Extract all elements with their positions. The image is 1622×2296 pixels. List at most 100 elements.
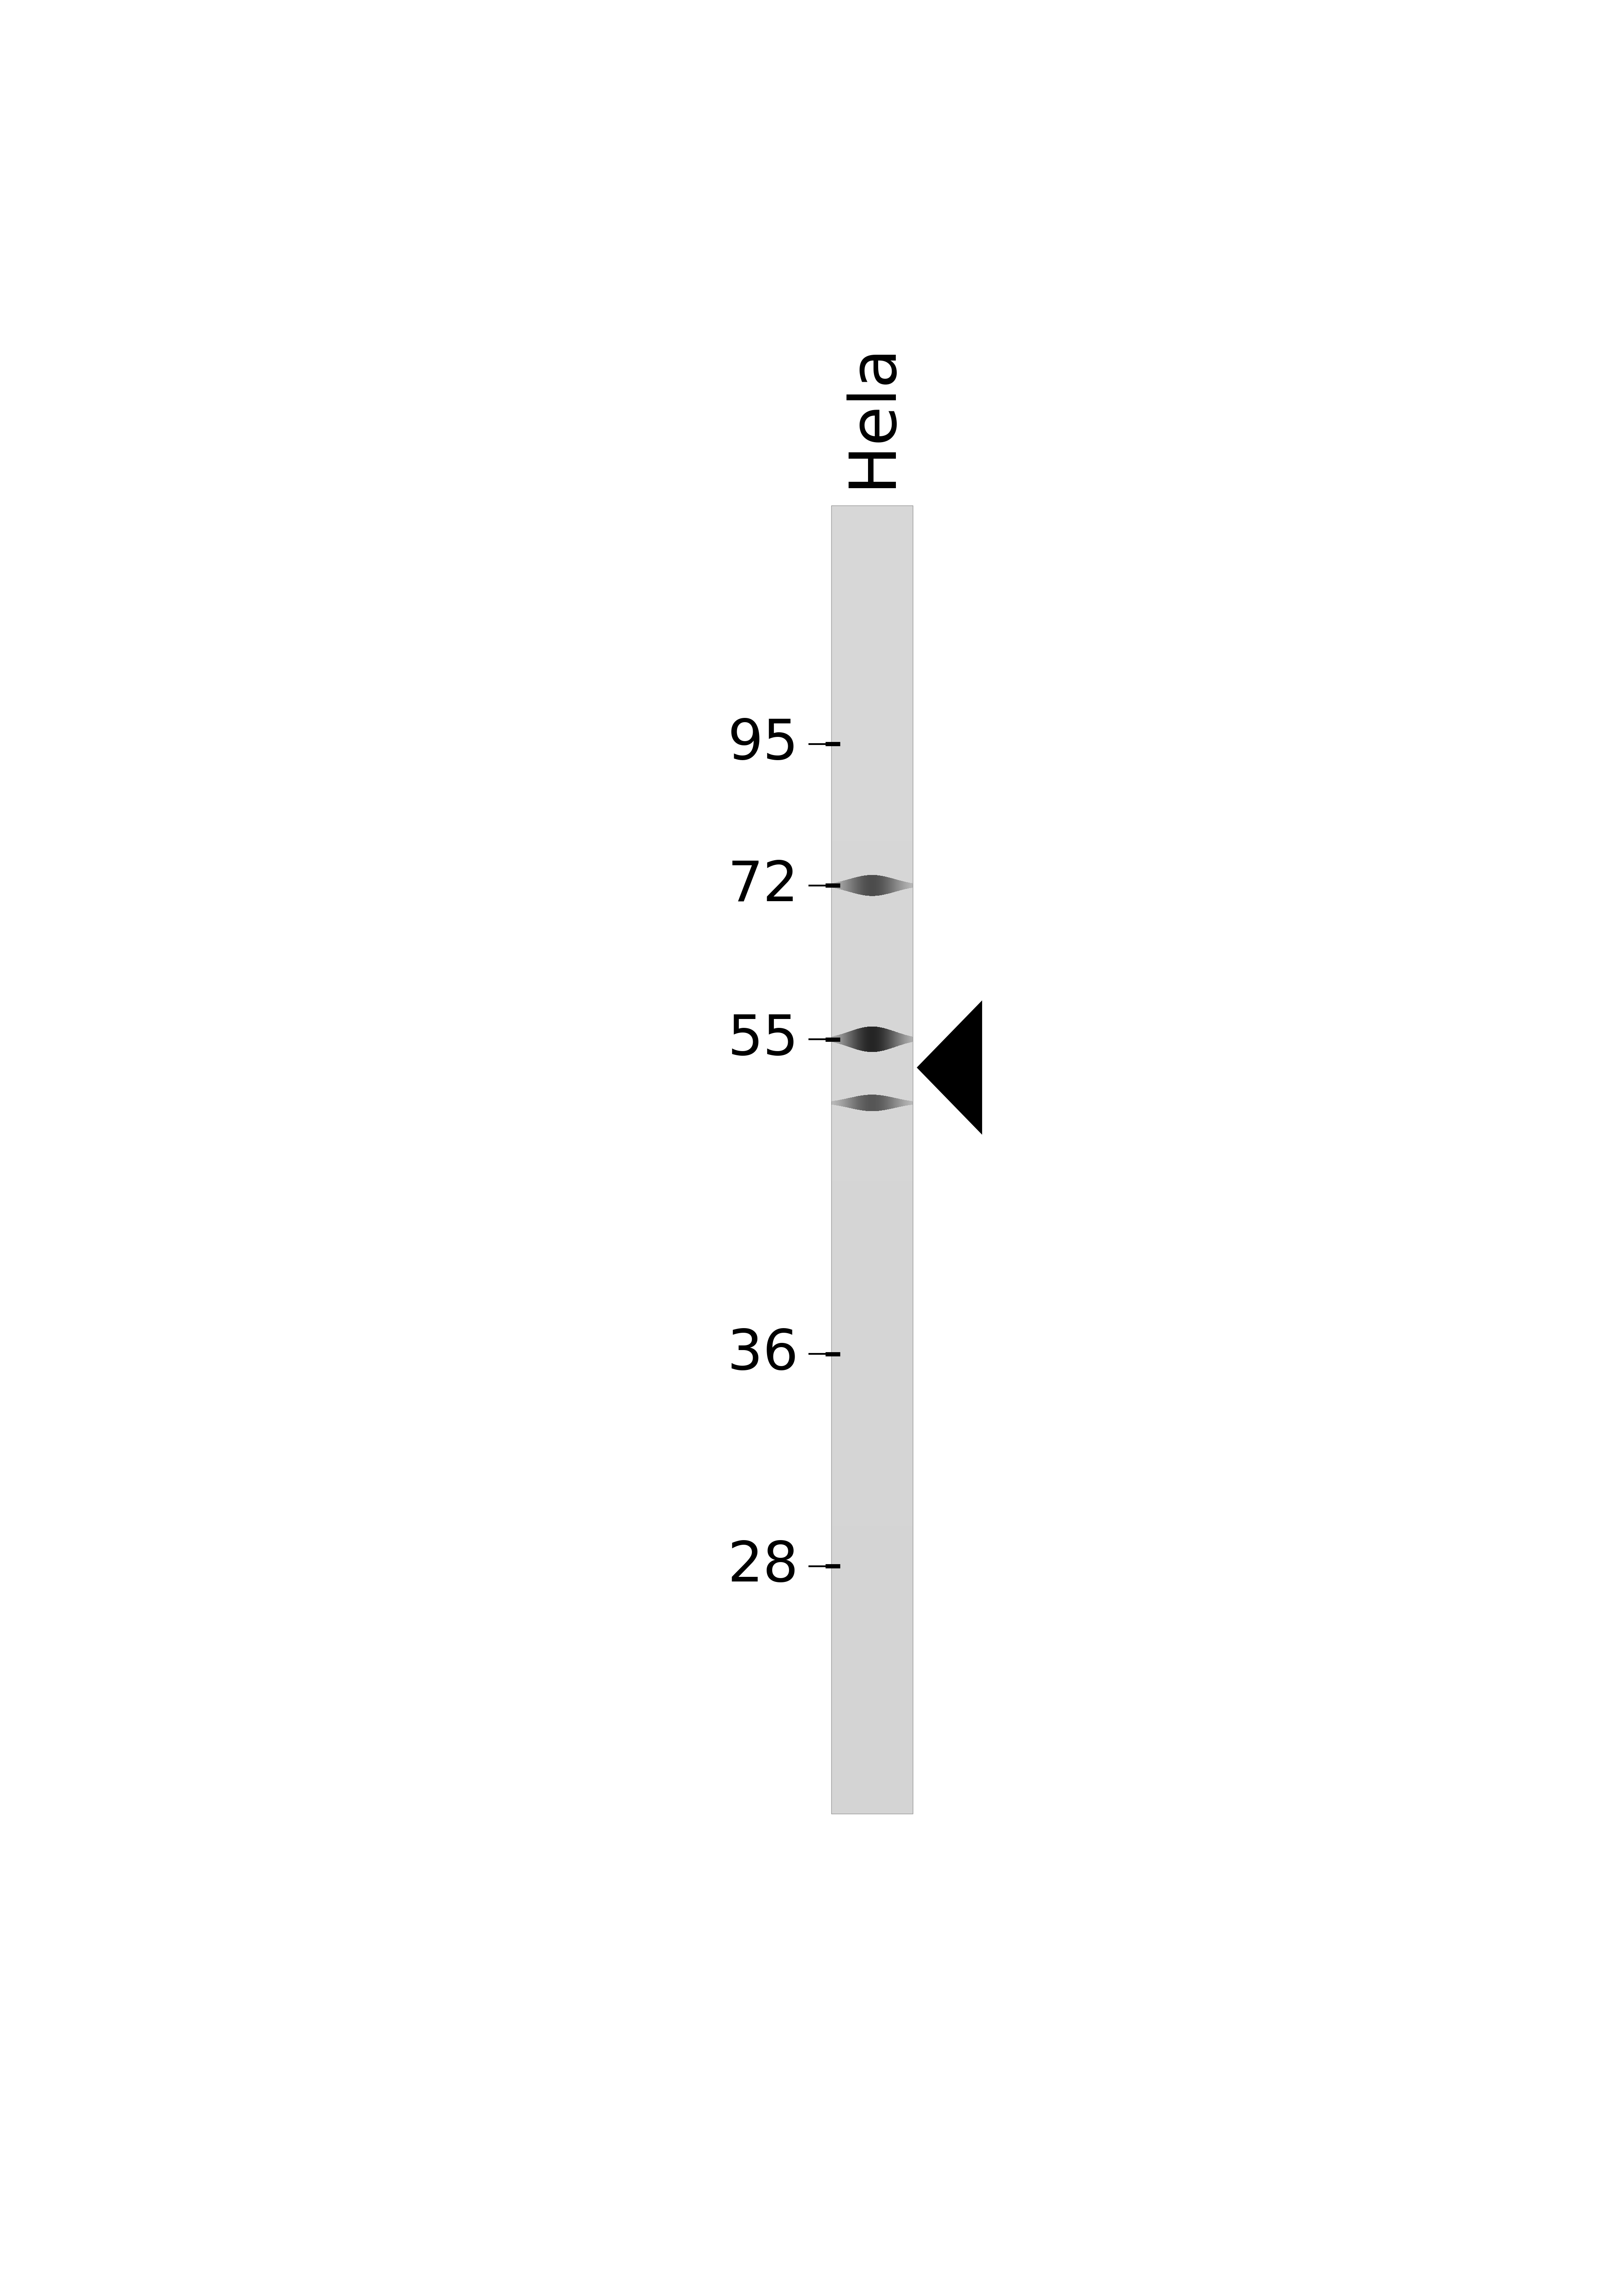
- Bar: [830, 597, 913, 602]
- Bar: [830, 1387, 913, 1391]
- Text: -: -: [805, 1327, 843, 1380]
- Bar: [830, 611, 913, 615]
- Bar: [830, 1081, 913, 1086]
- Bar: [830, 1430, 913, 1435]
- Bar: [830, 1527, 913, 1529]
- Bar: [830, 1077, 913, 1081]
- Bar: [830, 806, 913, 810]
- Bar: [830, 748, 913, 753]
- Bar: [830, 1329, 913, 1334]
- Bar: [830, 1178, 913, 1180]
- Bar: [830, 1557, 913, 1561]
- Bar: [830, 1267, 913, 1272]
- Bar: [830, 746, 913, 748]
- Bar: [830, 1692, 913, 1697]
- Bar: [830, 1600, 913, 1605]
- Bar: [830, 1373, 913, 1378]
- Bar: [830, 654, 913, 659]
- Bar: [830, 1159, 913, 1164]
- Bar: [830, 1596, 913, 1600]
- Bar: [830, 1727, 913, 1731]
- Bar: [830, 868, 913, 872]
- Bar: [830, 1019, 913, 1024]
- Bar: [830, 1286, 913, 1290]
- Bar: [830, 1091, 913, 1095]
- Bar: [830, 1442, 913, 1446]
- Bar: [830, 650, 913, 654]
- Bar: [830, 1265, 913, 1267]
- Bar: [830, 1766, 913, 1770]
- Bar: [830, 1180, 913, 1185]
- Bar: [830, 723, 913, 728]
- Bar: [830, 1460, 913, 1465]
- Bar: [830, 1403, 913, 1407]
- Bar: [830, 615, 913, 618]
- Bar: [830, 985, 913, 990]
- Bar: [830, 941, 913, 946]
- Bar: [830, 574, 913, 579]
- Bar: [830, 976, 913, 980]
- Bar: [830, 850, 913, 854]
- Bar: [830, 1704, 913, 1708]
- Bar: [830, 1756, 913, 1761]
- Bar: [830, 815, 913, 820]
- Bar: [830, 1717, 913, 1722]
- Bar: [830, 1033, 913, 1038]
- Bar: [830, 833, 913, 836]
- Bar: [830, 1150, 913, 1155]
- Bar: [830, 510, 913, 514]
- Bar: [830, 636, 913, 641]
- Bar: [830, 1015, 913, 1019]
- Bar: [830, 1199, 913, 1203]
- Bar: [830, 1398, 913, 1403]
- Bar: [830, 877, 913, 879]
- Bar: [830, 1653, 913, 1658]
- Bar: [830, 1008, 913, 1010]
- Bar: [830, 1561, 913, 1566]
- Bar: [830, 776, 913, 781]
- Bar: [830, 1125, 913, 1130]
- Bar: [830, 1688, 913, 1692]
- Bar: [830, 1290, 913, 1295]
- Bar: [830, 1538, 913, 1543]
- Bar: [830, 1224, 913, 1228]
- Bar: [830, 1068, 913, 1072]
- Bar: [830, 1343, 913, 1348]
- Bar: [830, 1508, 913, 1513]
- Bar: [830, 810, 913, 815]
- Bar: [830, 964, 913, 967]
- Text: -: -: [805, 716, 843, 771]
- Bar: [830, 1309, 913, 1311]
- Bar: [830, 1047, 913, 1052]
- Bar: [830, 602, 913, 606]
- Bar: [830, 1412, 913, 1417]
- Bar: [830, 1486, 913, 1490]
- Bar: [830, 889, 913, 893]
- Bar: [830, 1522, 913, 1527]
- Bar: [830, 1185, 913, 1189]
- Bar: [830, 951, 913, 955]
- Text: Hela: Hela: [840, 342, 903, 487]
- Bar: [830, 1247, 913, 1251]
- Bar: [830, 1658, 913, 1660]
- Bar: [830, 709, 913, 714]
- Bar: [830, 1809, 913, 1814]
- Bar: [830, 1304, 913, 1309]
- Bar: [830, 955, 913, 960]
- Bar: [830, 1683, 913, 1688]
- Bar: [830, 1660, 913, 1665]
- Bar: [830, 1784, 913, 1789]
- Bar: [830, 863, 913, 868]
- Bar: [830, 737, 913, 742]
- Bar: [830, 1003, 913, 1008]
- Bar: [830, 592, 913, 597]
- Bar: [830, 829, 913, 833]
- Bar: [830, 1146, 913, 1150]
- Bar: [830, 1435, 913, 1440]
- Bar: [830, 1626, 913, 1630]
- Bar: [830, 1605, 913, 1609]
- Bar: [830, 528, 913, 530]
- Bar: [830, 1325, 913, 1329]
- Bar: [830, 579, 913, 583]
- Bar: [830, 872, 913, 877]
